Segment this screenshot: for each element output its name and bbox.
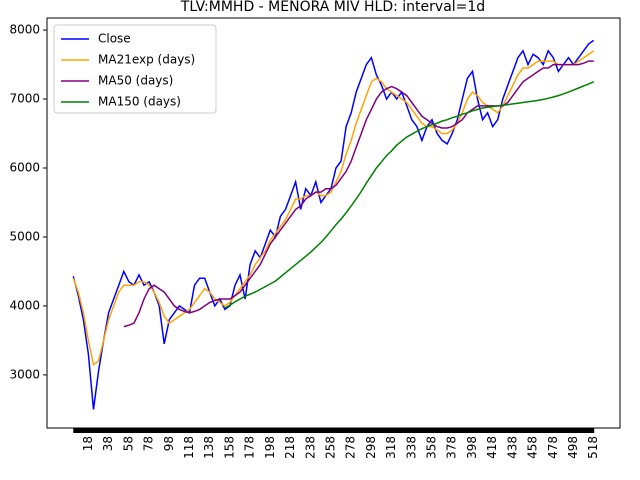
x-tick-label: 198	[263, 436, 277, 459]
x-tick-label: 518	[586, 436, 600, 459]
y-tick-label: 4000	[9, 298, 40, 312]
x-tick-label: 398	[465, 436, 479, 459]
x-tick-label: 478	[546, 436, 560, 459]
y-tick-label: 6000	[9, 161, 40, 175]
x-tick-label: 58	[121, 436, 135, 451]
series-line	[123, 60, 594, 328]
legend-label: MA50 (days)	[98, 74, 173, 88]
x-tick-label: 438	[505, 436, 519, 459]
x-tick-label: 158	[222, 436, 236, 459]
y-tick-label: 3000	[9, 367, 40, 381]
legend-box	[53, 24, 217, 114]
x-tick-label: 38	[101, 436, 115, 451]
x-tick-label: 258	[323, 436, 337, 459]
x-tick-label: 358	[425, 436, 439, 459]
x-tick-label: 138	[202, 436, 216, 459]
x-tick-label: 298	[364, 436, 378, 459]
x-tick-label: 118	[182, 436, 196, 459]
x-tick-label: 218	[283, 436, 297, 459]
y-tick-label: 8000	[9, 23, 40, 37]
x-tick-label: 178	[243, 436, 257, 459]
x-tick-label: 458	[526, 436, 540, 459]
series-line	[72, 39, 595, 410]
legend-label: MA150 (days)	[98, 95, 181, 109]
x-tick-label: 18	[81, 436, 95, 451]
minor-tick-band	[73, 428, 594, 433]
legend-label: MA21exp (days)	[98, 53, 195, 67]
x-tick-label: 278	[344, 436, 358, 459]
x-tick-label: 418	[485, 436, 499, 459]
y-tick-label: 7000	[9, 92, 40, 106]
x-tick-label: 98	[162, 436, 176, 451]
y-tick-label: 5000	[9, 229, 40, 243]
x-tick-label: 338	[404, 436, 418, 459]
x-tick-label: 498	[566, 436, 580, 459]
x-tick-label: 238	[303, 436, 317, 459]
x-tick-label: 78	[142, 436, 156, 451]
legend-label: Close	[98, 32, 131, 46]
series-line	[224, 81, 594, 309]
chart-title: TLV:MMHD - MENORA MIV HLD: interval=1d	[180, 0, 485, 15]
x-tick-label: 318	[384, 436, 398, 459]
x-tick-label: 378	[445, 436, 459, 459]
